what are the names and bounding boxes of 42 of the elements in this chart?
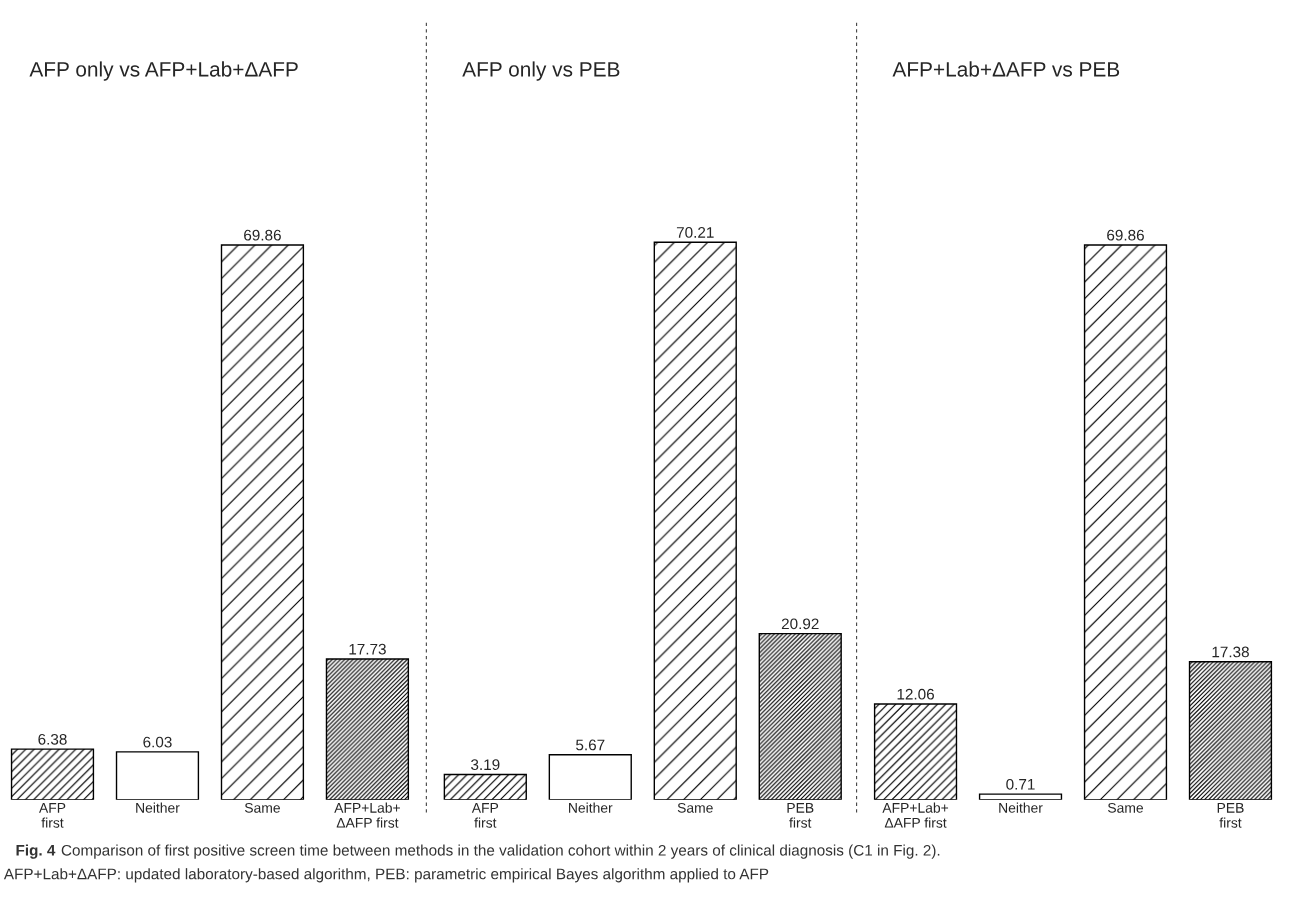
x-tick-label: Neither [999,802,1043,813]
chart-title: AFP+Lab+ΔAFP vs PEB [892,61,1120,77]
text: Comparison of first positive screen time between methods in the validation cohort within 2 years of clinical diagnosis (C1 in Fig. 2). [61,844,940,859]
bar [978,793,1063,800]
data-label: 70.21 [676,227,714,238]
bar [220,244,305,800]
chart-title: AFP only vs PEB [462,61,620,81]
data-label: 6.38 [38,733,67,745]
data-label: 69.86 [244,229,281,241]
data-label: 20.92 [781,618,819,630]
data-label: 17.38 [1212,646,1249,658]
bar [548,754,632,800]
bar [758,632,842,800]
x-tick-label: Neither [136,802,180,813]
x-tick-label: Same [677,802,713,813]
data-label: 3.19 [471,759,500,771]
data-label: 0.71 [1006,778,1035,790]
bar [115,751,200,800]
x-tick-label: AFP+Lab+ ΔAFP first [882,802,949,828]
x-tick-label: PEB first [1217,803,1244,828]
data-label: 5.67 [576,739,605,751]
bar [1188,661,1273,800]
x-tick-label: Neither [569,802,613,813]
bar [653,241,737,800]
x-tick-label: AFP first [471,803,499,828]
data-label: 12.06 [897,688,934,700]
x-tick-label: PEB first [787,803,814,828]
data-label: 69.86 [1107,229,1144,241]
text: AFP+Lab+ΔAFP: updated laboratory-based algorithm, PEB: parametric empirical Bayes algorithm applied to AFP [3,868,769,883]
bar [443,773,527,800]
data-label: 6.03 [143,736,172,748]
x-tick-label: AFP first [39,803,66,828]
chart-title: AFP only vs AFP+Lab+ΔAFP [29,61,298,81]
bar [325,658,410,800]
bar [1083,244,1168,800]
bar [10,748,95,800]
x-tick-label: AFP+Lab+ ΔAFP first [334,802,400,828]
x-tick-label: Same [244,802,280,813]
bar [873,703,958,800]
data-label: 17.73 [349,643,386,655]
x-tick-label: Same [1107,802,1144,813]
caption: Fig. 4 [16,844,56,859]
